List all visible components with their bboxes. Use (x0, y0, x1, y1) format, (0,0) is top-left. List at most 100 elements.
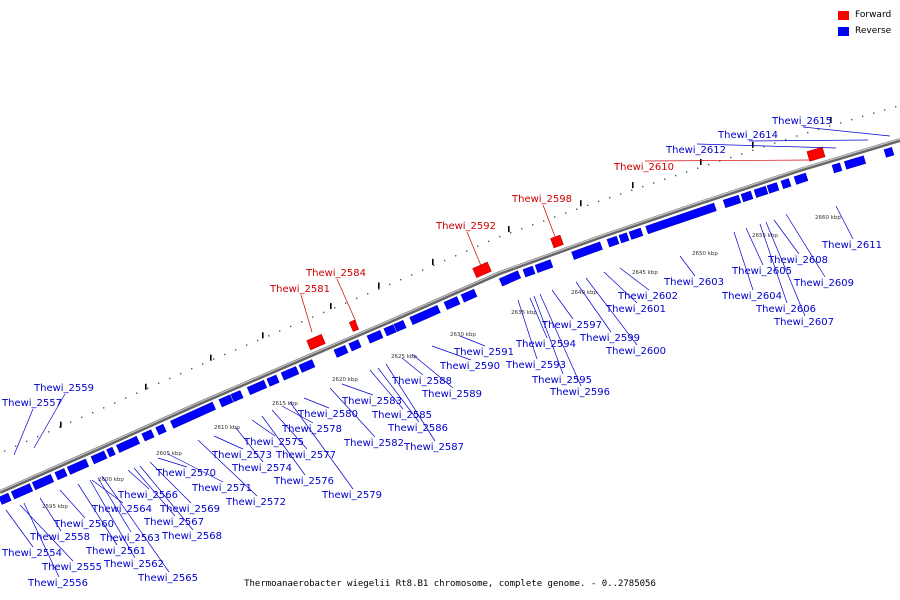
reverse-gene-label: Thewi_2607 (773, 317, 834, 328)
reverse-gene-label: Thewi_2596 (549, 387, 610, 398)
reverse-gene-label: Thewi_2590 (439, 361, 500, 372)
reverse-gene-block (218, 394, 234, 408)
gene-labels: Thewi_2581 Thewi_2584 Thewi_2592 Thewi_2598… (1, 116, 882, 589)
reverse-gene-block (230, 390, 244, 403)
reverse-gene-block (90, 450, 108, 465)
kbp-tick-label: 2610 kbp (214, 425, 240, 431)
reverse-gene-block (443, 296, 461, 310)
reverse-gene-block (246, 379, 268, 396)
forward-gene-label: Thewi_2581 (269, 284, 330, 295)
reverse-gene-label: Thewi_2563 (99, 533, 160, 544)
forward-gene-label: Thewi_2610 (613, 162, 674, 173)
forward-gene-label: Thewi_2584 (305, 268, 366, 279)
reverse-gene-label: Thewi_2567 (143, 517, 204, 528)
kbp-ticks: 2595 kbp 2600 kbp 2605 kbp 2610 kbp 2615 kbp… (42, 215, 841, 510)
reverse-gene-block (383, 324, 397, 337)
reverse-gene-block (831, 162, 843, 174)
reverse-gene-block (534, 259, 554, 273)
reverse-gene-block (10, 483, 34, 500)
reverse-gene-label: Thewi_2566 (117, 490, 178, 501)
legend-forward: Forward (838, 10, 891, 20)
reverse-gene-block (348, 339, 362, 352)
reverse-gene-label: Thewi_2579 (321, 490, 382, 501)
outer-dotted-track (4, 105, 897, 452)
reverse-gene-label: Thewi_2572 (225, 497, 286, 508)
forward-gene-label: Thewi_2598 (511, 194, 572, 205)
forward-gene-label: Thewi_2592 (435, 221, 496, 232)
map-caption: Thermoanaerobacter wiegelii Rt8.B1 chrom… (244, 579, 656, 589)
reverse-gene-label: Thewi_2558 (29, 532, 90, 543)
reverse-gene-label: Thewi_2600 (605, 346, 666, 357)
reverse-gene-block (498, 270, 522, 287)
reverse-gene-label: Thewi_2575 (243, 437, 304, 448)
reverse-gene-label: Thewi_2573 (211, 450, 272, 461)
reverse-gene-label: Thewi_2582 (343, 438, 404, 449)
reverse-gene-label: Thewi_2570 (155, 468, 216, 479)
gene-blocks (0, 146, 895, 505)
reverse-gene-label: Thewi_2565 (137, 573, 198, 584)
kbp-tick-label: 2630 kbp (450, 332, 476, 338)
kbp-tick-label: 2625 kbp (391, 354, 417, 360)
reverse-gene-label: Thewi_2561 (85, 546, 146, 557)
kbp-tick-label: 2620 kbp (332, 377, 358, 383)
reverse-gene-block (393, 320, 407, 332)
kbp-tick-label: 2645 kbp (632, 270, 658, 276)
reverse-gene-label: Thewi_2611 (821, 240, 882, 251)
reverse-gene-label: Thewi_2605 (731, 266, 792, 277)
reverse-gene-label: Thewi_2595 (531, 375, 592, 386)
reverse-gene-block (883, 147, 895, 158)
reverse-gene-label: Thewi_2612 (665, 145, 726, 156)
reverse-gene-block (0, 492, 12, 505)
reverse-gene-label: Thewi_2583 (341, 396, 402, 407)
reverse-gene-label: Thewi_2569 (159, 504, 220, 515)
reverse-gene-label: Thewi_2554 (1, 548, 62, 559)
reverse-swatch (838, 26, 849, 36)
reverse-gene-label: Thewi_2557 (1, 398, 62, 409)
reverse-gene-block (753, 185, 769, 198)
reverse-gene-label: Thewi_2604 (721, 291, 782, 302)
forward-gene-block (306, 334, 326, 351)
reverse-gene-label: Thewi_2593 (505, 360, 566, 371)
reverse-gene-label: Thewi_2588 (391, 376, 452, 387)
kbp-tick-label: 2635 kbp (511, 310, 537, 316)
reverse-gene-block (606, 235, 620, 248)
reverse-gene-block (170, 401, 216, 429)
reverse-gene-label: Thewi_2601 (605, 304, 666, 315)
reverse-gene-label: Thewi_2591 (453, 347, 514, 358)
reverse-gene-block (366, 329, 384, 344)
reverse-gene-block (780, 178, 792, 189)
reverse-gene-label: Thewi_2587 (403, 442, 464, 453)
reverse-gene-label: Thewi_2578 (281, 424, 342, 435)
reverse-gene-label: Thewi_2577 (275, 450, 336, 461)
reverse-gene-block (571, 241, 603, 260)
reverse-gene-block (645, 202, 717, 235)
kbp-tick-label: 2640 kbp (571, 290, 597, 296)
reverse-gene-label: Thewi_2614 (717, 130, 778, 141)
reverse-gene-label: Thewi_2602 (617, 291, 678, 302)
reverse-gene-block (141, 429, 155, 442)
reverse-gene-block (740, 190, 754, 203)
reverse-gene-label: Thewi_2574 (231, 463, 292, 474)
reverse-gene-label: Thewi_2562 (103, 559, 164, 570)
forward-gene-block (472, 261, 492, 279)
kbp-tick-label: 2660 kbp (815, 215, 841, 221)
reverse-gene-label: Thewi_2576 (273, 476, 334, 487)
reverse-gene-block (409, 304, 441, 326)
reverse-gene-label: Thewi_2594 (515, 339, 576, 350)
kbp-tick-label: 2605 kbp (156, 451, 182, 457)
chromosome-backbone (0, 138, 900, 494)
reverse-gene-block (628, 227, 644, 240)
reverse-gene-block (843, 155, 867, 170)
reverse-gene-block (522, 265, 536, 278)
reverse-gene-block (793, 172, 809, 185)
reverse-gene-label: Thewi_2597 (541, 320, 602, 331)
reverse-gene-label: Thewi_2615 (771, 116, 832, 127)
reverse-gene-label: Thewi_2556 (27, 578, 88, 589)
reverse-gene-label: Thewi_2599 (579, 333, 640, 344)
reverse-gene-label: Thewi_2571 (191, 483, 252, 494)
legend-forward-label: Forward (855, 10, 892, 20)
reverse-gene-label: Thewi_2609 (793, 278, 854, 289)
reverse-gene-label: Thewi_2603 (663, 277, 724, 288)
reverse-gene-block (54, 468, 68, 481)
reverse-gene-block (266, 374, 280, 387)
